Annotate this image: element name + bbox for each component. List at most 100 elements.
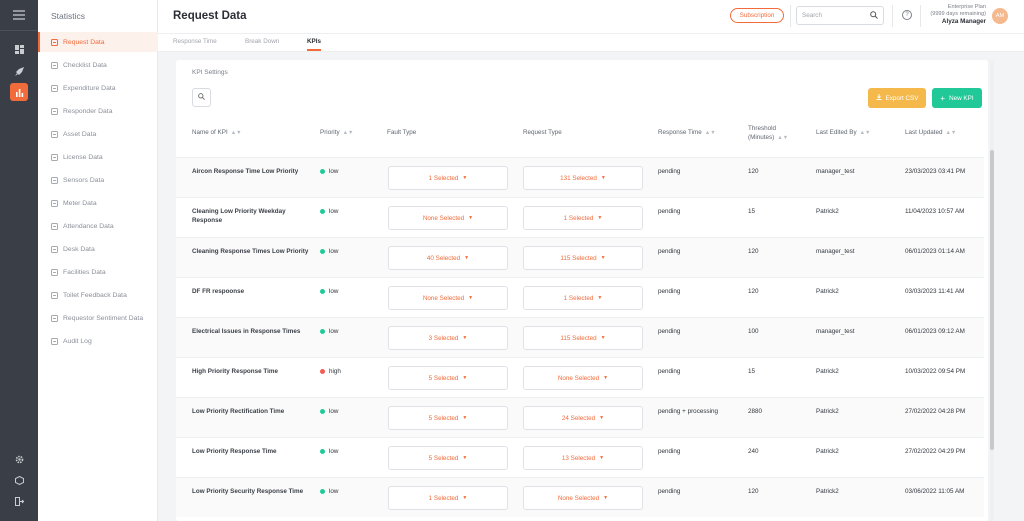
search-icon[interactable] [870,11,878,21]
sidebar-item-checklist-data[interactable]: Checklist Data [38,55,158,75]
tab-kpis[interactable]: KPIs [307,38,321,51]
sidebar-item-label: Desk Data [63,245,95,253]
menu-icon[interactable] [11,8,27,22]
kpi-name[interactable]: Cleaning Response Times Low Priority [192,248,309,255]
global-search-input[interactable]: Search [796,6,884,25]
sidebar-item-label: Sensors Data [63,176,105,184]
col-threshold[interactable]: Threshold (Minutes) ▲▼ [748,125,789,141]
fault-type-select[interactable]: 5 Selected ▼ [388,406,508,430]
table-row[interactable]: Cleaning Low Priority Weekday Response lo… [176,197,984,237]
caret-down-icon: ▼ [462,375,468,381]
kpi-search-button[interactable] [192,88,211,107]
caret-down-icon: ▼ [462,415,468,421]
fault-type-select[interactable]: 1 Selected ▼ [388,486,508,510]
kpi-name[interactable]: Low Priority Rectification Time [192,408,285,415]
priority-label: low [329,208,339,215]
sidebar-item-facilities-data[interactable]: Facilities Data [38,262,158,282]
fault-type-select[interactable]: 1 Selected ▼ [388,166,508,190]
col-last-updated[interactable]: Last Updated ▲▼ [905,129,957,136]
sidebar-item-meter-data[interactable]: Meter Data [38,193,158,213]
request-type-select[interactable]: 131 Selected ▼ [523,166,643,190]
last-edited-cell: Patrick2 [816,288,839,295]
threshold-cell: 240 [748,448,759,455]
logout-icon[interactable] [10,492,28,510]
request-type-select[interactable]: 24 Selected ▼ [523,406,643,430]
tab-response-time[interactable]: Response Time [173,38,217,45]
fault-type-select[interactable]: 5 Selected ▼ [388,446,508,470]
table-row[interactable]: High Priority Response Time high 5 Selecte… [176,357,984,397]
search-icon [198,93,205,102]
caret-down-icon: ▼ [462,495,468,501]
caret-down-icon: ▼ [600,255,606,261]
table-row[interactable]: Aircon Response Time Low Priority low 1 Se… [176,157,984,197]
fault-type-select[interactable]: None Selected ▼ [388,206,508,230]
request-type-select[interactable]: 115 Selected ▼ [523,246,643,270]
meter-icon [50,199,58,207]
table-row[interactable]: Low Priority Security Response Time low 1 … [176,477,984,517]
table-row[interactable]: DF FR respoonse low None Selected ▼ 1 Select… [176,277,984,317]
col-priority[interactable]: Priority ▲▼ [320,129,354,136]
subscription-button[interactable]: Subscription [730,8,784,23]
kpi-name[interactable]: DF FR respoonse [192,288,245,295]
dashboard-icon[interactable] [10,40,28,58]
sidebar-item-expenditure-data[interactable]: Expenditure Data [38,78,158,98]
tab-break-down[interactable]: Break Down [245,38,280,45]
request-type-select[interactable]: 1 Selected ▼ [523,286,643,310]
last-updated-cell: 06/01/2023 09:12 AM [905,328,965,335]
fault-type-select[interactable]: 5 Selected ▼ [388,366,508,390]
sidebar-item-toilet-feedback-data[interactable]: Toilet Feedback Data [38,285,158,305]
asset-icon [50,130,58,138]
avatar[interactable]: AM [992,8,1008,24]
priority-label: low [329,328,339,335]
chart-icon[interactable] [10,83,28,101]
priority-cell: low [320,327,338,336]
request-type-select[interactable]: None Selected ▼ [523,486,643,510]
kpi-name[interactable]: Aircon Response Time Low Priority [192,168,299,175]
table-row[interactable]: Cleaning Response Times Low Priority low 4… [176,237,984,277]
priority-cell: low [320,447,338,456]
sidebar-item-audit-log[interactable]: Audit Log [38,331,158,351]
table-row[interactable]: Low Priority Rectification Time low 5 Sele… [176,397,984,437]
scrollbar-thumb[interactable] [990,150,994,450]
last-updated-cell: 03/03/2023 11:41 AM [905,288,965,295]
col-last-edited[interactable]: Last Edited By ▲▼ [816,129,871,136]
table-row[interactable]: Low Priority Response Time low 5 Selected ▼… [176,437,984,477]
new-kpi-button[interactable]: + New KPI [932,88,982,108]
kpi-name[interactable]: High Priority Response Time [192,368,278,375]
rocket-icon[interactable] [10,62,28,80]
sidebar-item-license-data[interactable]: License Data [38,147,158,167]
table-row[interactable]: Electrical Issues in Response Times low 3 … [176,317,984,357]
last-updated-cell: 27/02/2022 04:28 PM [905,408,966,415]
sidebar-item-sensors-data[interactable]: Sensors Data [38,170,158,190]
request-type-value: None Selected [557,494,600,502]
request-type-select[interactable]: None Selected ▼ [523,366,643,390]
col-response-time[interactable]: Response Time ▲▼ [658,129,716,136]
caret-down-icon: ▼ [599,455,605,461]
fault-type-select[interactable]: 40 Selected ▼ [388,246,508,270]
col-name[interactable]: Name of KPI ▲▼ [192,129,242,136]
help-icon[interactable]: ? [902,10,912,20]
request-type-select[interactable]: 115 Selected ▼ [523,326,643,350]
kpi-name[interactable]: Electrical Issues in Response Times [192,328,301,335]
attendance-icon [50,222,58,230]
request-type-select[interactable]: 1 Selected ▼ [523,206,643,230]
sidebar-item-desk-data[interactable]: Desk Data [38,239,158,259]
fault-type-select[interactable]: 3 Selected ▼ [388,326,508,350]
gear-icon[interactable] [10,450,28,468]
kpi-name[interactable]: Cleaning Low Priority Weekday Response [192,208,286,224]
sidebar-item-request-data[interactable]: Request Data [38,32,158,52]
request-type-select[interactable]: 13 Selected ▼ [523,446,643,470]
fault-type-select[interactable]: None Selected ▼ [388,286,508,310]
sidebar-item-attendance-data[interactable]: Attendance Data [38,216,158,236]
sidebar-item-requestor-sentiment-data[interactable]: Requestor Sentiment Data [38,308,158,328]
user-name[interactable]: Alyza Manager [941,18,986,25]
export-csv-button[interactable]: Export CSV [868,88,926,108]
sort-icon: ▲▼ [859,130,871,136]
sidebar-item-asset-data[interactable]: Asset Data [38,124,158,144]
caret-down-icon: ▼ [599,415,605,421]
kpi-name[interactable]: Low Priority Response Time [192,448,277,455]
box-icon[interactable] [10,471,28,489]
caret-down-icon: ▼ [468,215,474,221]
sidebar-item-responder-data[interactable]: Responder Data [38,101,158,121]
kpi-name[interactable]: Low Priority Security Response Time [192,488,304,495]
